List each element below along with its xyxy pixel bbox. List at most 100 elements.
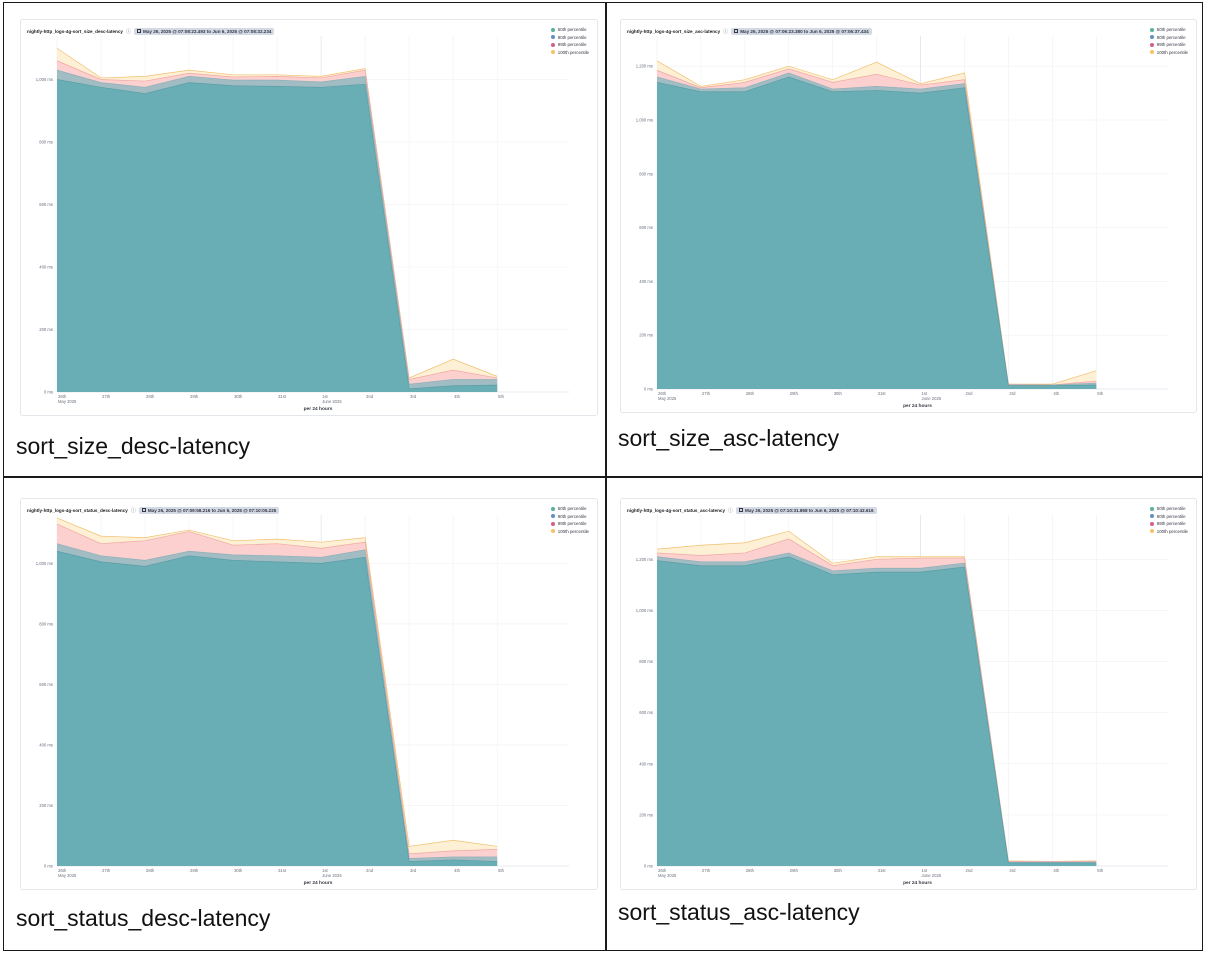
area-50th-percentile[interactable]: [57, 79, 498, 393]
x-tick-label: 4th: [454, 394, 460, 399]
legend-item[interactable]: 100th percentile: [550, 528, 589, 536]
legend-item[interactable]: 99th percentile: [550, 41, 589, 49]
legend-label: 100th percentile: [557, 528, 589, 534]
x-axis-title: per 24 hours: [304, 406, 333, 412]
x-tick-label: 30th: [834, 391, 843, 396]
line-99th-percentile: [656, 538, 1097, 862]
legend-label: 100th percentile: [1156, 528, 1188, 534]
legend-item[interactable]: 100th percentile: [550, 49, 589, 57]
legend-label: 90th percentile: [1156, 34, 1186, 40]
legend-label: 90th percentile: [1156, 513, 1186, 519]
legend-item[interactable]: 100th percentile: [1149, 528, 1188, 536]
legend-dot-icon: [550, 42, 555, 47]
x-tick-label: 30th: [234, 868, 243, 873]
chart-caption: sort_status_desc-latency: [16, 905, 271, 931]
legend-dot-icon: [1149, 27, 1154, 32]
time-range-badge[interactable]: May 26, 2025 @ 07:08:22.493 to Jun 6, 20…: [134, 27, 275, 35]
x-tick-label: 2nd: [366, 394, 374, 399]
legend-dot-icon: [1149, 521, 1154, 526]
panel-header: nightly-http_logs-4g-sort_status_asc-lat…: [627, 504, 1190, 516]
area-50th-percentile[interactable]: [657, 76, 1097, 389]
legend-item[interactable]: 50th percentile: [1149, 505, 1188, 513]
panel-title: nightly-http_logs-4g-sort_status_asc-lat…: [627, 507, 726, 513]
info-icon[interactable]: ⓘ: [130, 507, 136, 514]
line-90th-percentile: [56, 543, 498, 859]
legend: 50th percentile 90th percentile 99th perce…: [550, 505, 589, 536]
legend-item[interactable]: 100th percentile: [1149, 49, 1188, 57]
y-tick-label: 200 ms: [39, 803, 53, 808]
cell-sort-size-desc: nightly-http_logs-4g-sort_size_desc-late…: [4, 3, 605, 476]
legend-item[interactable]: 99th percentile: [1149, 520, 1188, 528]
x-tick-label: 27th: [102, 394, 111, 399]
legend-dot-icon: [1149, 35, 1154, 40]
x-tick-label: 27th: [702, 868, 711, 873]
area-50th-percentile[interactable]: [657, 556, 1097, 866]
legend-item[interactable]: 50th percentile: [550, 505, 589, 513]
line-50th-percentile: [56, 550, 498, 862]
x-tick-label: 26th: [658, 391, 667, 396]
time-range-text: May 26, 2025 @ 07:06:23.380 to Jun 6, 20…: [740, 28, 869, 34]
y-tick-label: 400 ms: [639, 761, 653, 766]
info-icon[interactable]: ⓘ: [728, 507, 734, 514]
y-tick-label: 0 ms: [44, 864, 53, 869]
legend-item[interactable]: 50th percentile: [550, 26, 589, 34]
line-90th-percentile: [656, 72, 1097, 386]
legend-dot-icon: [1149, 529, 1154, 534]
x-tick-label: 30th: [234, 394, 243, 399]
legend: 50th percentile 90th percentile 99th perce…: [1149, 505, 1188, 536]
legend: 50th percentile 90th percentile 99th perce…: [1149, 26, 1188, 57]
y-tick-label: 0 ms: [644, 387, 653, 392]
area-50th-percentile[interactable]: [57, 551, 498, 866]
line-100th-percentile: [56, 47, 498, 379]
info-icon[interactable]: ⓘ: [125, 28, 131, 35]
line-99th-percentile: [656, 68, 1097, 386]
time-range-badge[interactable]: May 26, 2025 @ 07:10:31.868 to Jun 6, 20…: [736, 506, 877, 514]
legend-item[interactable]: 50th percentile: [1149, 26, 1188, 34]
y-tick-label: 200 ms: [39, 327, 53, 332]
legend-item[interactable]: 90th percentile: [550, 513, 589, 521]
x-tick-label: 31st: [278, 394, 287, 399]
cell-sort-size-asc: nightly-http_logs-4g-sort_size_asc-laten…: [606, 3, 1204, 476]
legend-item[interactable]: 90th percentile: [1149, 34, 1188, 42]
legend-dot-icon: [1149, 506, 1154, 511]
cell-sort-status-asc: nightly-http_logs-4g-sort_status_asc-lat…: [606, 477, 1204, 952]
panel-header: nightly-http_logs-4g-sort_size_asc-laten…: [627, 25, 1190, 37]
chart-panel: nightly-http_logs-4g-sort_status_asc-lat…: [620, 498, 1197, 890]
x-tick-label: May 2025: [58, 873, 77, 878]
time-range-badge[interactable]: May 26, 2025 @ 07:09:58.216 to Jun 6, 20…: [138, 506, 280, 514]
legend-item[interactable]: 99th percentile: [550, 520, 589, 528]
time-range-text: May 26, 2025 @ 07:10:31.868 to Jun 6, 20…: [745, 507, 874, 513]
x-tick-label: 29th: [190, 394, 199, 399]
chart-caption: sort_size_desc-latency: [16, 433, 250, 459]
legend-label: 100th percentile: [1156, 49, 1188, 55]
legend-item[interactable]: 90th percentile: [1149, 513, 1188, 521]
info-icon[interactable]: ⓘ: [723, 28, 729, 35]
x-tick-label: 1st: [922, 391, 928, 396]
legend-label: 99th percentile: [557, 521, 587, 527]
y-tick-label: 0 ms: [44, 390, 53, 395]
legend-label: 99th percentile: [1156, 42, 1186, 48]
legend-dot-icon: [1149, 50, 1154, 55]
chart-caption: sort_status_asc-latency: [618, 899, 860, 925]
panel-header: nightly-http_logs-4g-sort_size_desc-late…: [27, 25, 591, 37]
x-tick-label: 5th: [1097, 391, 1103, 396]
line-50th-percentile: [656, 76, 1097, 387]
x-tick-label: 28th: [146, 868, 155, 873]
calendar-icon: [137, 29, 141, 33]
x-tick-label: 1st: [322, 394, 328, 399]
line-99th-percentile: [56, 523, 498, 855]
x-tick-label: 3rd: [410, 868, 417, 873]
time-range-badge[interactable]: May 26, 2025 @ 07:06:23.380 to Jun 6, 20…: [731, 27, 872, 35]
calendar-icon: [739, 508, 744, 512]
figure-grid: nightly-http_logs-4g-sort_size_desc-late…: [3, 2, 1203, 951]
y-tick-label: 600 ms: [39, 202, 53, 207]
legend-item[interactable]: 99th percentile: [1149, 41, 1188, 49]
x-tick-label: 4th: [1053, 868, 1059, 873]
x-tick-label: 26th: [658, 868, 667, 873]
area-chart: 0 ms 200 ms 400 ms 600 ms 800 ms 1,000 ms 26th…: [36, 36, 569, 412]
chart-caption: sort_size_asc-latency: [618, 425, 840, 451]
legend-label: 50th percentile: [557, 27, 587, 33]
calendar-icon: [141, 508, 146, 512]
x-tick-label: 2nd: [965, 868, 973, 873]
legend-item[interactable]: 90th percentile: [550, 34, 589, 42]
